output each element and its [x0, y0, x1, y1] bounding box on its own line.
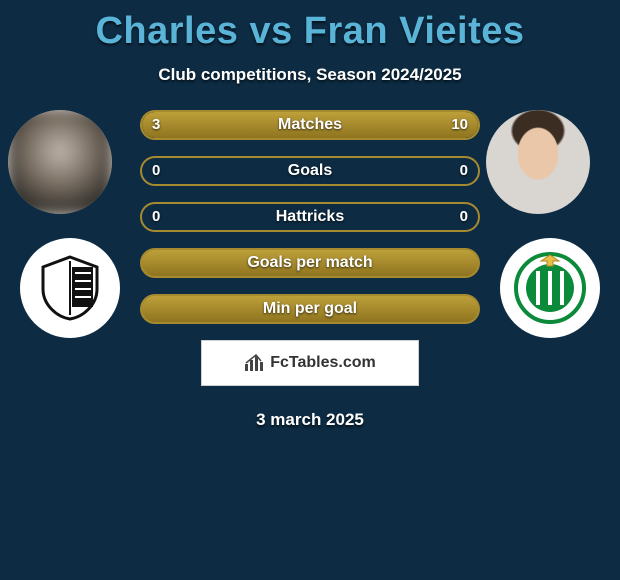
credit-box: FcTables.com	[201, 340, 419, 386]
vitoria-guimaraes-icon	[35, 253, 105, 323]
bar-chart-icon	[244, 354, 266, 372]
player2-club-logo	[500, 238, 600, 338]
comparison-panel: 3 Matches 10 0 Goals 0 0 Hattricks 0 Goa…	[0, 110, 620, 430]
stat-value-right: 0	[460, 158, 468, 184]
snapshot-date: 3 march 2025	[0, 410, 620, 430]
stat-row-min-per-goal: Min per goal	[140, 294, 480, 324]
player1-club-logo	[20, 238, 120, 338]
stat-value-right: 10	[451, 112, 468, 138]
credit-text: FcTables.com	[270, 354, 376, 372]
player2-photo-placeholder	[486, 110, 590, 214]
subtitle: Club competitions, Season 2024/2025	[0, 65, 620, 85]
page-title: Charles vs Fran Vieites	[0, 0, 620, 53]
player2-photo	[486, 110, 590, 214]
real-betis-icon	[511, 249, 589, 327]
stat-row-goals: 0 Goals 0	[140, 156, 480, 186]
stat-label: Hattricks	[142, 204, 478, 230]
player1-photo	[8, 110, 112, 214]
stat-label: Matches	[142, 112, 478, 138]
stat-row-goals-per-match: Goals per match	[140, 248, 480, 278]
stat-label: Min per goal	[142, 296, 478, 322]
stat-row-hattricks: 0 Hattricks 0	[140, 202, 480, 232]
stat-row-matches: 3 Matches 10	[140, 110, 480, 140]
stat-value-right: 0	[460, 204, 468, 230]
player1-photo-placeholder	[8, 110, 112, 214]
stat-rows: 3 Matches 10 0 Goals 0 0 Hattricks 0 Goa…	[140, 110, 480, 324]
stat-label: Goals	[142, 158, 478, 184]
stat-label: Goals per match	[142, 250, 478, 276]
